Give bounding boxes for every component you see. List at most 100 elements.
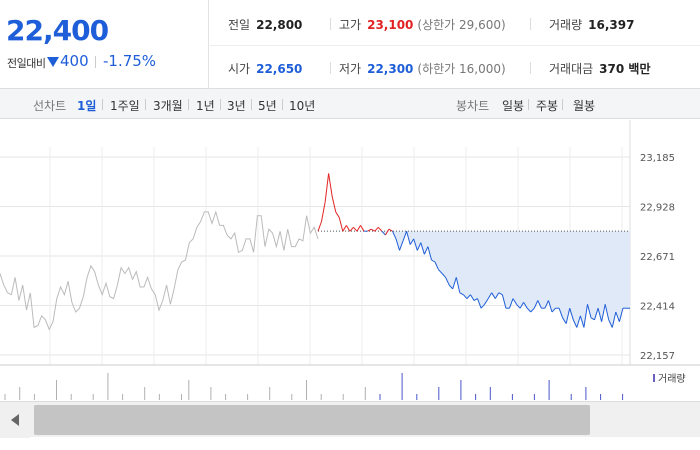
series-today-segment [438,269,443,274]
price-chart[interactable]: 23,185 22,928 22,671 22,414 22,157 거래량 [0,120,700,400]
price-change: 400 [60,52,89,70]
series-today-segment [448,284,454,290]
chart-period-tabs: 선차트 1일 1주일 3개월 1년 3년 5년 10년 봉차트 일봉 주봉 월봉 [0,89,700,119]
series-today-segment [597,308,603,322]
series-today-segment [551,307,556,313]
series-today-segment [399,240,404,251]
series-today-segment [345,225,351,232]
tab-daily[interactable]: 일봉 [502,99,525,113]
series-today-segment [367,228,372,232]
candle-chart-label: 봉차트 [456,99,490,113]
series-today-segment [533,300,539,309]
tab-monthly[interactable]: 월봉 [573,99,596,113]
series-today-segment [615,311,620,322]
series-today-segment [321,202,326,222]
series-today-segment [558,308,564,318]
series-today-segment [509,298,514,309]
series-today-segment [611,311,617,328]
series-today-segment [353,226,358,232]
series-today-segment [342,225,347,232]
series-today-segment [413,238,418,251]
series-today-segment [427,246,432,261]
y-tick-label: 23,185 [640,153,675,164]
change-rate: -1.75% [103,52,157,70]
stat-amount: 거래대금 370 백만 [549,62,651,76]
stat-volume: 거래량 16,397 [549,18,635,32]
change-label: 전일대비 [7,57,46,70]
series-today-segment [395,238,400,251]
tab-10y[interactable]: 10년 [289,99,316,113]
series-today-segment [331,196,337,213]
line-chart-label: 선차트 [33,99,67,113]
stat-low: 저가 22,300 (하한가 16,000) [339,62,506,76]
series-today-segment [470,294,475,301]
series-today-segment [384,228,390,236]
series-today-segment [484,298,489,305]
series-today-segment [572,319,578,328]
y-tick-label: 22,671 [640,252,675,263]
y-tick-label: 22,928 [640,203,675,214]
series-today-segment [512,298,517,305]
series-today-segment [594,308,599,320]
series-today-segment [618,308,624,322]
series-today-segment [452,277,457,290]
stat-prev-close: 전일 22,800 [228,18,303,32]
series-today-segment [459,292,464,296]
series-today-segment [494,292,500,299]
tab-3m[interactable]: 3개월 [153,99,183,113]
series-today-segment [569,308,574,320]
series-today-segment [537,300,542,309]
tab-1y[interactable]: 1년 [196,99,215,113]
series-today-segment [328,173,333,197]
series-today-segment [530,307,535,313]
series-today-segment [604,304,610,320]
series-today-segment [587,304,592,318]
chevron-left-icon [11,414,19,426]
series-today-segment [608,319,613,328]
series-today-segment [431,259,436,263]
series-today-segment [324,173,330,203]
series-today-segment [349,226,354,232]
series-today-segment [583,304,588,328]
series-today-segment [420,242,425,255]
series-today-segment [480,303,485,309]
series-today-segment [441,273,446,278]
tab-1w[interactable]: 1주일 [110,99,140,113]
series-today-segment [523,302,528,309]
stat-open: 시가 22,650 [228,62,303,76]
series-today-segment [335,211,340,218]
series-today-segment [317,221,322,232]
series-today-segment [565,308,571,324]
series-today-segment [392,230,397,240]
scroll-left-button[interactable] [0,402,30,438]
tab-1d[interactable]: 1일 [77,99,97,113]
series-today-segment [377,226,383,232]
series-today-segment [519,302,525,309]
series-today-segment [544,300,549,309]
below-prev-close-area [318,231,630,328]
series-today-segment [498,292,503,296]
series-today-segment [374,226,379,232]
series-today-segment [576,315,581,328]
series-today-segment [463,294,468,299]
series-today-segment [516,303,521,309]
series-today-segment [402,231,408,241]
tab-3y[interactable]: 3년 [227,99,246,113]
chart-scrollbar[interactable] [0,401,700,438]
tab-weekly[interactable]: 주봉 [536,99,559,113]
scroll-thumb[interactable] [34,405,590,435]
series-today-segment [487,292,493,299]
series-today-segment [548,300,553,313]
series-today-segment [473,298,478,301]
series-today-segment [562,317,567,324]
price-box: 22,400 전일대비 400 -1.75% [0,0,209,89]
series-today-segment [455,277,461,293]
y-tick-label: 22,414 [640,302,675,313]
current-price: 22,400 [6,14,109,47]
series-today-segment [381,230,386,236]
series-today-segment [601,304,606,322]
tab-5y[interactable]: 5년 [258,99,277,113]
series-today-segment [590,317,595,321]
stat-high: 고가 23,100 (상한가 29,600) [339,18,506,32]
series-today-segment [434,261,439,270]
